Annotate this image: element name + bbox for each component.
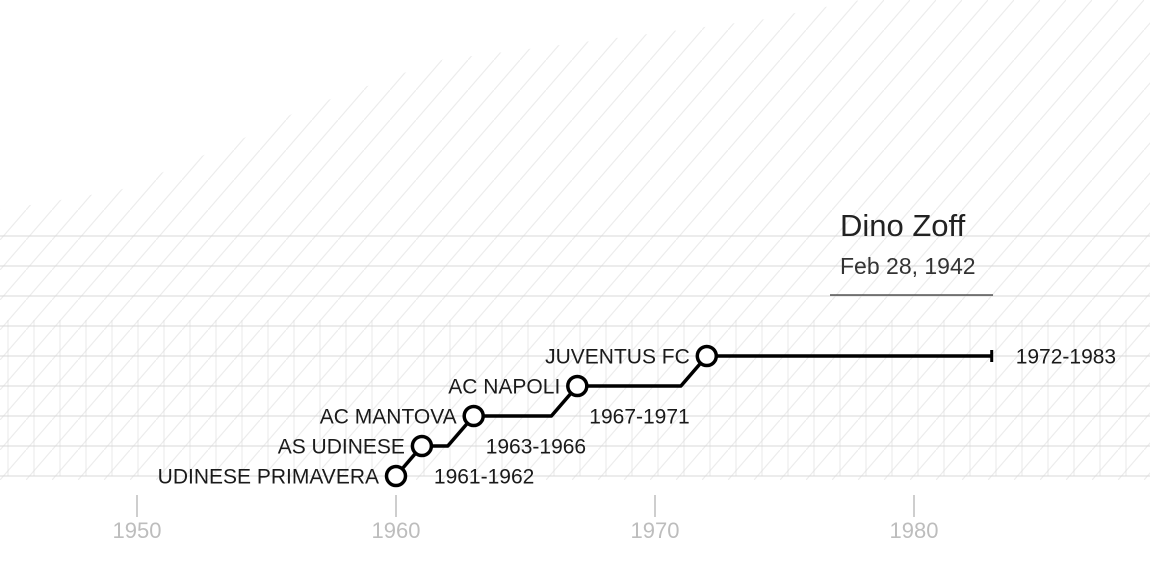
player-title-block: Dino Zoff Feb 28, 1942 [830, 208, 993, 296]
club-label-udinese-primavera: UDINESE PRIMAVERA [158, 466, 379, 489]
period-label-juventus-fc: 1972-1983 [1016, 346, 1116, 369]
club-label-juventus-fc: JUVENTUS FC [545, 346, 690, 369]
club-label-ac-mantova: AC MANTOVA [320, 406, 457, 429]
x-axis: 1950 1960 1970 1980 [113, 495, 939, 543]
x-tick-label-1950: 1950 [113, 518, 162, 543]
period-label-ac-mantova: 1963-1966 [486, 436, 586, 459]
club-label-ac-napoli: AC NAPOLI [448, 376, 560, 399]
background-grid-texture [0, 0, 1150, 480]
club-label-as-udinese: AS UDINESE [278, 436, 405, 459]
club-marker-juventus-fc [695, 344, 719, 368]
period-label-as-udinese: 1961-1962 [434, 466, 534, 489]
player-name: Dino Zoff [840, 208, 966, 243]
club-markers [384, 344, 719, 488]
club-marker-ac-napoli [566, 374, 589, 398]
x-tick-label-1980: 1980 [890, 518, 939, 543]
club-marker-ac-mantova [462, 404, 485, 428]
x-tick-label-1970: 1970 [631, 518, 680, 543]
club-marker-udinese-primavera [384, 464, 408, 488]
club-marker-as-udinese [410, 434, 434, 458]
x-tick-label-1960: 1960 [372, 518, 421, 543]
period-label-ac-napoli: 1967-1971 [589, 406, 689, 429]
player-birth-date: Feb 28, 1942 [840, 253, 976, 279]
club-labels: UDINESE PRIMAVERA AS UDINESE 1961-1962 AC M… [158, 346, 1116, 489]
